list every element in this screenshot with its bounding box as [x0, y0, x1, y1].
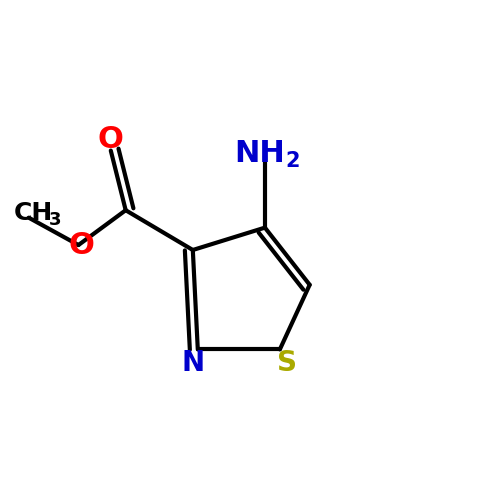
Text: O: O	[68, 230, 94, 260]
Text: CH: CH	[14, 200, 54, 224]
Text: 3: 3	[49, 211, 62, 229]
Text: 2: 2	[285, 152, 300, 172]
Text: S: S	[278, 350, 297, 378]
Text: NH: NH	[234, 138, 286, 168]
Text: N: N	[182, 350, 204, 378]
Text: O: O	[98, 125, 124, 154]
